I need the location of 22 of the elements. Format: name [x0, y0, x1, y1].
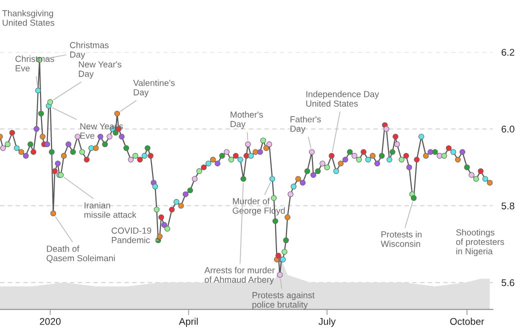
- annotation: Father's Day: [290, 116, 321, 134]
- x-tick-label: April: [178, 318, 198, 327]
- annotation: Iranian missile attack: [84, 202, 136, 218]
- x-tick-label: October: [450, 318, 484, 325]
- annotation: Protests in Wisconsin: [380, 231, 422, 247]
- y-tick-label: 6.0: [502, 126, 514, 133]
- annotation: Mother's Day: [230, 111, 263, 129]
- annotation: Shootings of protesters in Nigeria: [456, 229, 504, 256]
- annotation: COVID-19 Pandemic: [112, 228, 152, 244]
- annotation: Christmas Day: [70, 42, 109, 60]
- x-tick-label: 2020: [40, 318, 61, 325]
- y-tick-label: 5.6: [502, 279, 514, 286]
- annotation: Protests against police brutality: [252, 292, 315, 310]
- text: Thanksgiving United States: [2, 10, 54, 26]
- y-tick-label: 5.8: [502, 202, 514, 210]
- annotation: New Year's Day: [78, 61, 122, 79]
- y-tick-label: 6.2: [502, 48, 514, 56]
- annotation: Independence Day United States: [306, 90, 380, 107]
- annotation: Valentine's Day: [133, 80, 175, 98]
- annotation: Arrests for murder of Ahmaud Arbery: [204, 266, 275, 284]
- annotation: Death of Qasem Soleimani: [46, 245, 115, 263]
- x-tick-label: July: [318, 318, 336, 327]
